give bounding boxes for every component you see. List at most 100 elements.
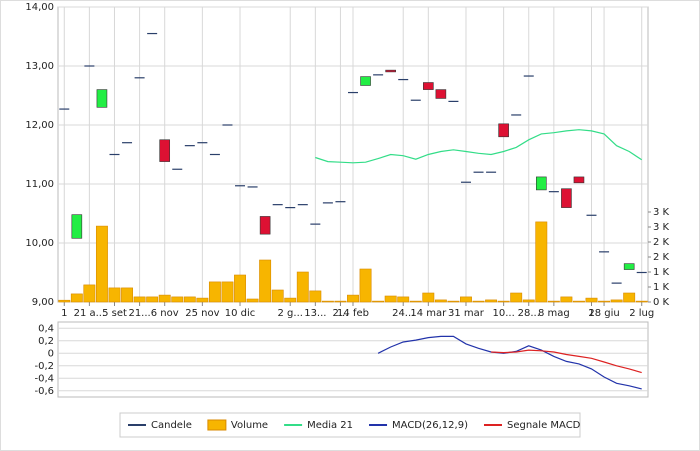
y-tick-label: -0,6: [34, 386, 54, 397]
volume-bar: [434, 299, 447, 303]
x-tick-label: 24...: [392, 308, 414, 319]
x-tick-label: 2 lug: [629, 308, 654, 319]
volume-bar: [95, 225, 108, 303]
volume-bar: [221, 281, 234, 303]
line: [491, 349, 642, 374]
volume-bar: [359, 268, 372, 303]
volume-bar: [510, 292, 523, 303]
candle: [623, 263, 635, 270]
x-tick-label: 28...: [518, 308, 540, 319]
volume-bar: [208, 281, 221, 303]
y-tick-label: 0,4: [38, 323, 54, 334]
x-tick-label: 1: [61, 308, 67, 319]
candle: [259, 216, 271, 235]
volume-bar: [409, 300, 422, 303]
x-tick-label: 28 giu: [588, 308, 619, 319]
legend-swatch: [207, 419, 227, 431]
volume-bar: [472, 300, 485, 303]
x-tick-label: 8 mag: [538, 308, 570, 319]
y-tick-label: -0,2: [34, 361, 54, 372]
volume-bar: [610, 299, 623, 303]
legend-label: MACD(26,12,9): [392, 420, 468, 431]
y-tick-label: 14,00: [25, 2, 54, 13]
x-tick-label: 21 a...: [74, 308, 106, 319]
volume-bar: [309, 290, 322, 303]
volume-bar: [196, 297, 209, 303]
volume-bar: [321, 300, 334, 303]
volume-bar: [271, 289, 284, 303]
y-tick-label: 0: [48, 348, 54, 359]
volume-bar: [108, 287, 121, 303]
x-tick-label: 21...: [128, 308, 150, 319]
volume-bar: [560, 296, 573, 303]
volume-bar: [58, 299, 71, 303]
volume-bar: [460, 296, 472, 303]
volume-bar: [535, 221, 548, 303]
y-tick-label: 13,00: [25, 61, 54, 72]
y-tick-label: 9,00: [32, 297, 54, 308]
volume-bar: [585, 297, 598, 303]
candle: [360, 76, 371, 86]
volume-bar: [397, 296, 410, 303]
candle: [96, 89, 108, 108]
volume-bar: [573, 300, 585, 303]
y-tick-label: 12,00: [25, 120, 54, 131]
candle: [561, 188, 572, 208]
volume-bar: [384, 295, 397, 303]
y-tick-label: 11,00: [25, 179, 54, 190]
candle: [159, 139, 171, 162]
volume-bar: [146, 296, 159, 303]
x-tick-label: 14 feb: [337, 308, 369, 319]
y2-tick-label: 2 K: [653, 252, 670, 263]
y2-tick-label: 1 K: [653, 267, 670, 278]
volume-bar: [623, 292, 636, 303]
legend-label: Media 21: [307, 420, 353, 431]
volume-bar: [83, 284, 96, 303]
volume-bar: [70, 293, 83, 303]
candle: [423, 82, 434, 90]
candle: [435, 89, 447, 99]
y-tick-label: 10,00: [25, 238, 54, 249]
y2-tick-label: 0 K: [653, 297, 670, 308]
y-tick-label: -0,4: [34, 373, 54, 384]
x-tick-label: 25 nov: [185, 308, 219, 319]
volume-bar: [372, 300, 385, 303]
volume-bar: [598, 300, 611, 303]
x-tick-label: 13...: [304, 308, 326, 319]
volume-bar: [447, 300, 460, 303]
macd-panel: [57, 321, 649, 398]
volume-bar: [121, 287, 133, 303]
volume-bar: [284, 297, 297, 303]
volume-bar: [347, 294, 359, 303]
candle: [498, 123, 509, 138]
volume-bar: [422, 292, 435, 303]
line: [315, 129, 643, 164]
y2-tick-label: 1 K: [653, 282, 670, 293]
y2-tick-label: 3 K: [653, 222, 670, 233]
x-tick-label: 5 set: [102, 308, 127, 319]
volume-bar: [334, 300, 347, 303]
volume-bar: [234, 274, 246, 303]
legend-label: Segnale MACD: [507, 420, 581, 431]
volume-bar: [259, 259, 272, 303]
volume-bar: [133, 296, 146, 303]
y2-tick-label: 2 K: [653, 237, 670, 248]
x-tick-label: 14 mar: [410, 308, 447, 319]
volume-bar: [522, 299, 535, 303]
x-tick-label: 6 nov: [151, 308, 179, 319]
candle: [71, 214, 83, 239]
candle: [385, 69, 396, 73]
x-tick-label: 2 g...: [278, 308, 303, 319]
candle: [535, 176, 547, 191]
y-tick-label: 0,2: [38, 336, 54, 347]
volume-bar: [183, 296, 196, 303]
y2-tick-label: 3 K: [653, 207, 670, 218]
x-tick-label: 2...: [332, 308, 348, 319]
legend-box: [119, 412, 581, 438]
x-tick-label: 10 dic: [225, 308, 256, 319]
legend-label: Candele: [151, 420, 192, 431]
volume-bar: [547, 300, 560, 303]
legend-label: Volume: [231, 420, 268, 431]
